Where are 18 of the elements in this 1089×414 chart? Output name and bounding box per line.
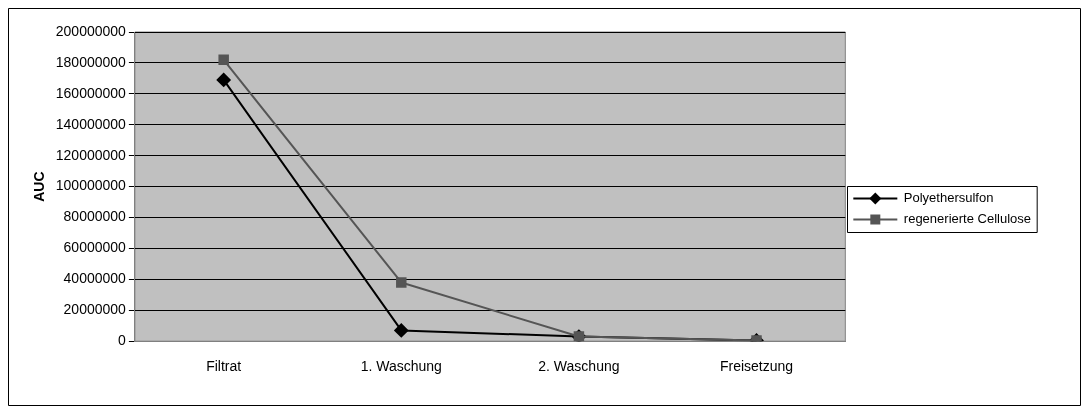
- y-tick-label: 100000000: [55, 177, 127, 194]
- y-tick-label: 20000000: [63, 301, 127, 318]
- y-tick-label: 160000000: [55, 84, 127, 101]
- y-tick-label: 60000000: [63, 239, 127, 256]
- x-tick-label: Filtrat: [206, 358, 242, 375]
- y-axis-title: AUC: [31, 171, 48, 202]
- x-tick-label: Freisetzung: [719, 358, 794, 375]
- x-tick-label: 2. Waschung: [538, 358, 620, 375]
- y-tick-label: 200000000: [55, 22, 127, 39]
- x-tick-label: 1. Waschung: [360, 358, 442, 375]
- y-tick-label: 80000000: [63, 208, 127, 225]
- legend-label: regenerierte Cellulose: [903, 211, 1032, 227]
- y-tick-label: 40000000: [63, 270, 127, 287]
- y-tick-label: 140000000: [55, 115, 127, 132]
- y-tick-label: 180000000: [55, 53, 127, 70]
- y-tick-label: 0: [118, 332, 127, 349]
- y-tick-label: 120000000: [55, 146, 127, 163]
- legend-label: Polyethersulfon: [903, 190, 994, 206]
